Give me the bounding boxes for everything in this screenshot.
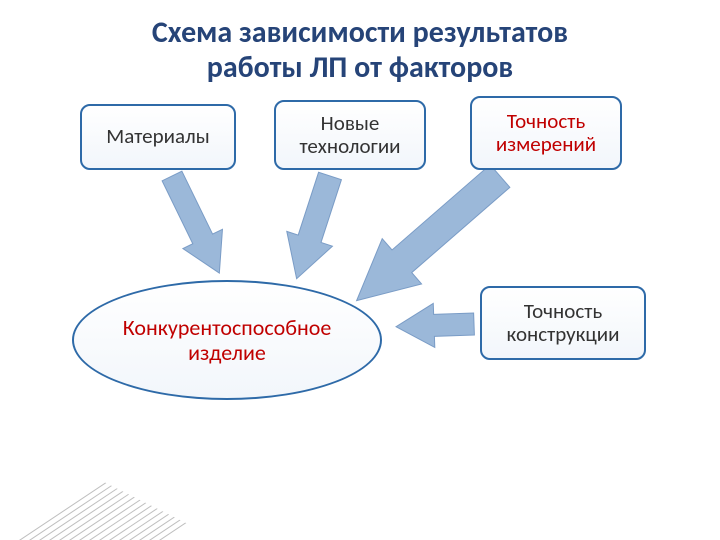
factor-new-tech-l2: технологии [299, 133, 400, 159]
title-line1: Схема зависимости результатов [152, 14, 568, 51]
factor-new-tech: Новые технологии [274, 100, 426, 170]
center-label-l1: Конкурентоспособное [123, 314, 332, 341]
factor-accuracy-meas-l2: измерений [496, 131, 596, 157]
factor-accuracy-constr-l1: Точность [524, 298, 602, 324]
factor-new-tech-l1: Новые [321, 110, 380, 136]
factor-materials: Материалы [80, 104, 236, 170]
factor-accuracy-constr: Точность конструкции [480, 286, 646, 360]
corner-hatch [0, 430, 220, 540]
factor-materials-label: Материалы [106, 125, 210, 148]
title-line2: работы ЛП от факторов [207, 49, 514, 86]
factor-accuracy-meas: Точность измерений [470, 96, 622, 170]
center-ellipse: Конкурентоспособное изделие [72, 280, 382, 400]
factor-accuracy-meas-l1: Точность [507, 108, 585, 134]
page-title: Схема зависимости результатов работы ЛП … [0, 16, 720, 85]
factor-accuracy-constr-l2: конструкции [507, 321, 620, 347]
center-label-l2: изделие [188, 339, 266, 366]
